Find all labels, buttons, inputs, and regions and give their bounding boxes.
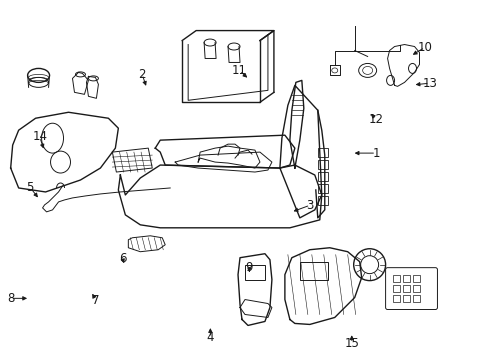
Bar: [402, 294, 408, 302]
Bar: [392, 285, 399, 292]
Bar: [244, 265, 264, 280]
Text: 6: 6: [119, 252, 126, 265]
Text: 10: 10: [417, 41, 431, 54]
Bar: [317, 172, 327, 181]
Bar: [412, 294, 419, 302]
Text: 13: 13: [422, 77, 436, 90]
Bar: [392, 294, 399, 302]
Bar: [412, 275, 419, 282]
Text: 9: 9: [245, 261, 253, 274]
Text: 15: 15: [344, 337, 359, 350]
Text: 2: 2: [138, 68, 145, 81]
Bar: [317, 160, 327, 169]
Bar: [317, 184, 327, 193]
Text: 7: 7: [92, 294, 100, 307]
Bar: [402, 285, 408, 292]
Text: 4: 4: [206, 331, 214, 344]
Bar: [412, 285, 419, 292]
Text: 3: 3: [306, 199, 313, 212]
Bar: [299, 262, 327, 280]
Bar: [317, 148, 327, 157]
Text: 5: 5: [26, 181, 34, 194]
Text: 8: 8: [7, 292, 14, 305]
Text: 11: 11: [232, 64, 246, 77]
Bar: [317, 196, 327, 205]
Bar: [402, 275, 408, 282]
Bar: [392, 275, 399, 282]
Text: 12: 12: [368, 113, 383, 126]
Text: 1: 1: [372, 147, 379, 159]
Text: 14: 14: [32, 130, 47, 144]
